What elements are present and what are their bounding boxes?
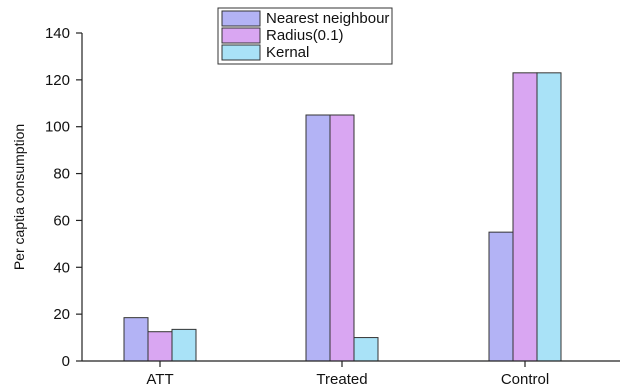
y-ticks-layer: 0 20 40 60 80 100 120 140 [45,25,82,370]
x-tick-label-att: ATT [146,371,173,388]
legend-label-kernal: Kernal [266,44,309,61]
bar-kernal-att [171,328,197,362]
legend-label-radius-0-1: Radius(0.1) [266,27,344,44]
bars-layer [123,72,562,362]
bar-kernal-control [536,72,562,362]
y-tick-label: 140 [45,25,70,42]
legend-swatch-nearest-neighbour [221,10,261,27]
y-tick-label: 120 [45,72,70,89]
y-tick-label: 100 [45,119,70,136]
bar-nearest-neighbour-att [123,317,149,362]
x-ticks-layer: ATT Treated Control [146,361,549,388]
y-tick-label: 40 [53,259,70,276]
bar-radius-0-1-att [147,331,173,362]
y-axis-title: Per captia consumption [11,124,27,270]
bar-nearest-neighbour-treated [305,114,331,362]
bar-nearest-neighbour-control [488,231,514,362]
legend-label-nearest-neighbour: Nearest neighbour [266,10,389,27]
y-tick-label: 60 [53,212,70,229]
bar-radius-0-1-control [512,72,538,362]
bar-radius-0-1-treated [329,114,355,362]
legend-swatch-kernal [221,44,261,61]
y-tick-label: 0 [62,353,70,370]
x-tick-label-treated: Treated [316,371,367,388]
y-tick-label: 80 [53,166,70,183]
x-tick-label-control: Control [501,371,549,388]
y-tick-label: 20 [53,306,70,323]
bar-kernal-treated [353,337,379,362]
legend-swatch-radius-0-1 [221,27,261,44]
